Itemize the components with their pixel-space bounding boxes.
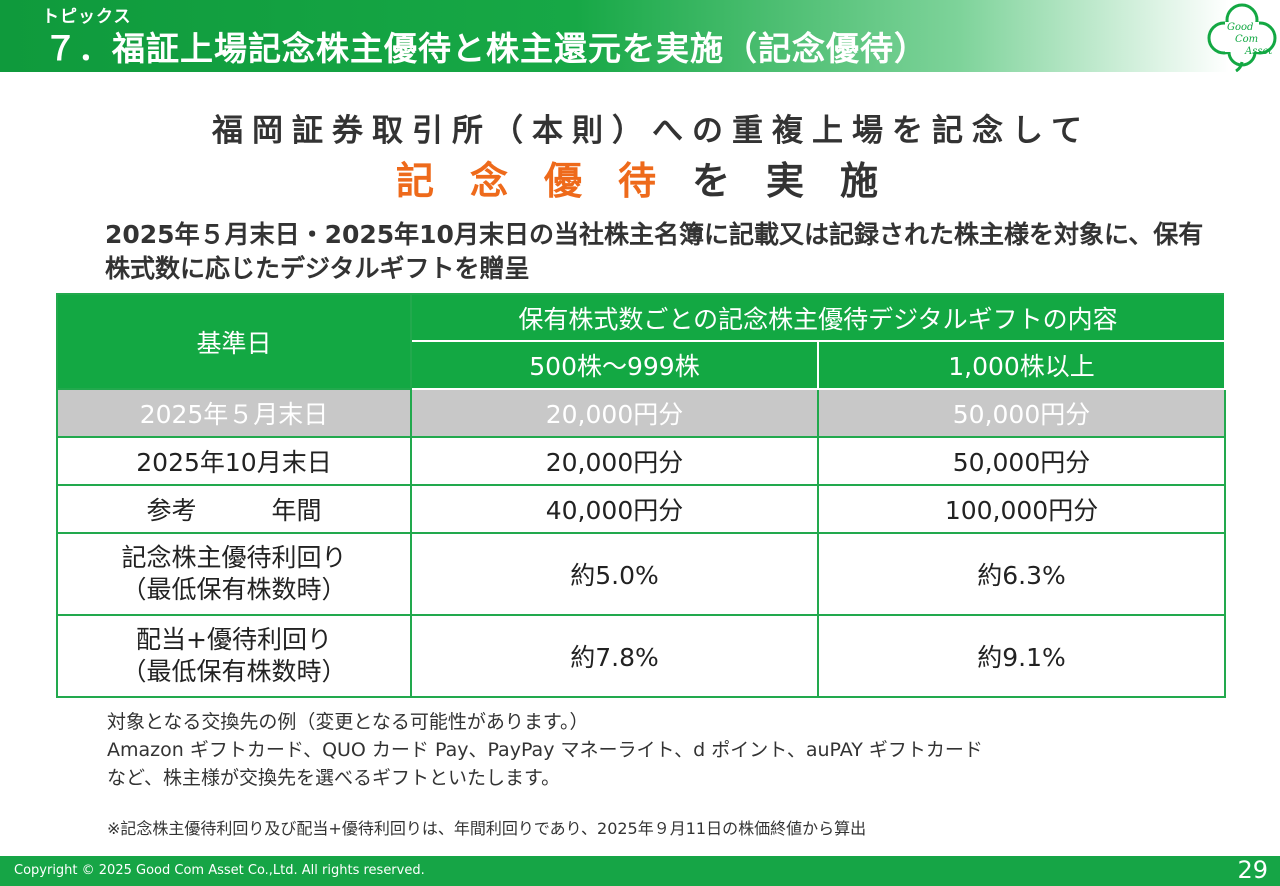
logo-word-1: Good xyxy=(1227,22,1253,33)
row-label: 配当+優待利回り （最低保有株数時） xyxy=(56,614,412,698)
logo-word-3: Asset xyxy=(1244,46,1273,57)
row-label: 参考 年間 xyxy=(56,484,412,534)
table-row: 記念株主優待利回り （最低保有株数時） 約5.0% 約6.3% xyxy=(56,532,1227,616)
header-col-500: 500株～999株 xyxy=(410,340,819,390)
row-label-line-1: 配当+優待利回り xyxy=(136,625,332,654)
row-label-line-2: （最低保有株数時） xyxy=(121,575,347,604)
page-title: ７．福証上場記念株主優待と株主還元を実施（記念優待） xyxy=(44,29,928,68)
lead-rest: を実施 xyxy=(692,159,915,203)
lead-line-2: 記念優待を実施 xyxy=(0,150,1280,205)
benefits-table: 基準日 保有株式数ごとの記念株主優待デジタルギフトの内容 500株～999株 1… xyxy=(56,293,1227,698)
clover-icon: Good Com Asset xyxy=(1207,3,1277,72)
header-base-date: 基準日 xyxy=(56,293,412,390)
header-group: 保有株式数ごとの記念株主優待デジタルギフトの内容 xyxy=(409,293,1227,342)
logo-word-2: Com xyxy=(1235,34,1258,45)
row-value-1000: 約6.3% xyxy=(816,532,1227,616)
eligibility-description: 2025年５月末日・2025年10月末日の当社株主名簿に記載又は記録された株主様… xyxy=(105,220,1204,283)
row-value-1000: 50,000円分 xyxy=(816,436,1227,486)
row-value-1000: 100,000円分 xyxy=(816,484,1227,534)
header-band: トピックス ７．福証上場記念株主優待と株主還元を実施（記念優待） Good Co… xyxy=(0,0,1280,72)
exchange-notes: 対象となる交換先の例（変更となる可能性があります。） Amazon ギフトカード… xyxy=(107,708,983,792)
lead-highlight: 記念優待 xyxy=(395,159,692,203)
row-value-500: 約7.8% xyxy=(410,614,819,698)
footer-band: Copyright © 2025 Good Com Asset Co.,Ltd.… xyxy=(0,856,1280,886)
footnote: ※記念株主優待利回り及び配当+優待利回りは、年間利回りであり、2025年９月11… xyxy=(107,819,867,838)
row-label: 記念株主優待利回り （最低保有株数時） xyxy=(56,532,412,616)
table-row: 参考 年間 40,000円分 100,000円分 xyxy=(56,484,1227,534)
notes-line-3: など、株主様が交換先を選べるギフトといたします。 xyxy=(107,767,561,789)
topic-label: トピックス xyxy=(42,7,132,27)
header-col-1000: 1,000株以上 xyxy=(816,340,1227,390)
row-value-500: 40,000円分 xyxy=(410,484,819,534)
notes-line-1: 対象となる交換先の例（変更となる可能性があります。） xyxy=(107,711,589,733)
notes-line-2: Amazon ギフトカード、QUO カード Pay、PayPay マネーライト、… xyxy=(107,739,983,761)
row-label: 2025年10月末日 xyxy=(56,436,412,486)
row-value-500: 約5.0% xyxy=(410,532,819,616)
lead-line-1: 福岡証券取引所（本則）への重複上場を記念して xyxy=(211,113,1092,149)
row-label: 2025年５月末日 xyxy=(56,388,412,438)
row-value-500: 20,000円分 xyxy=(410,436,819,486)
row-value-1000: 50,000円分 xyxy=(816,388,1227,438)
row-value-1000: 約9.1% xyxy=(816,614,1227,698)
table-row: 2025年５月末日 20,000円分 50,000円分 xyxy=(56,388,1227,438)
row-label-line-2: （最低保有株数時） xyxy=(121,657,347,686)
row-label-line-1: 記念株主優待利回り xyxy=(121,543,347,572)
table-row: 配当+優待利回り （最低保有株数時） 約7.8% 約9.1% xyxy=(56,614,1227,698)
page-number: 29 xyxy=(1237,856,1268,884)
copyright: Copyright © 2025 Good Com Asset Co.,Ltd.… xyxy=(14,863,425,878)
table-row: 2025年10月末日 20,000円分 50,000円分 xyxy=(56,436,1227,486)
row-value-500: 20,000円分 xyxy=(410,388,819,438)
